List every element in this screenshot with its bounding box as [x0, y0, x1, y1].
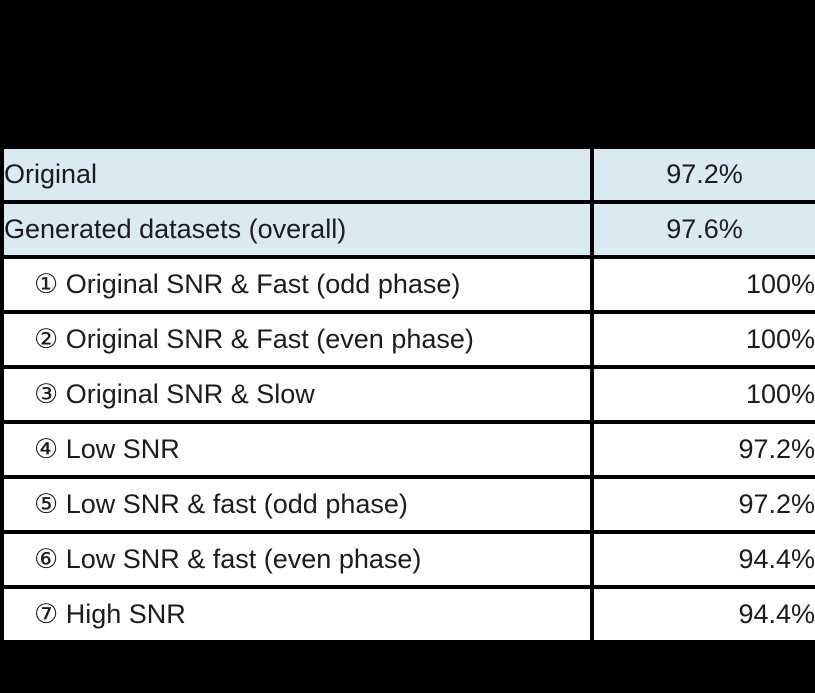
table-row: ① Original SNR & Fast (odd phase) 100% — [0, 255, 815, 314]
row-value: 97.2% — [590, 475, 815, 534]
redacted-header-block — [0, 0, 815, 145]
row-label: Original — [0, 145, 594, 204]
table-row: ② Original SNR & Fast (even phase) 100% — [0, 310, 815, 369]
row-value: 94.4% — [590, 530, 815, 589]
row-value: 100% — [590, 255, 815, 314]
row-label: ① Original SNR & Fast (odd phase) — [0, 255, 594, 314]
footer-bar — [0, 644, 815, 658]
row-value: 100% — [590, 310, 815, 369]
table-row: Original 97.2% — [0, 145, 815, 204]
table-row: ⑥ Low SNR & fast (even phase) 94.4% — [0, 530, 815, 589]
table-row: ④ Low SNR 97.2% — [0, 420, 815, 479]
row-label: ⑤ Low SNR & fast (odd phase) — [0, 475, 594, 534]
results-table-body: Original 97.2% Generated datasets (overa… — [0, 145, 815, 644]
row-value: 97.6% — [590, 200, 815, 259]
row-value: 100% — [590, 365, 815, 424]
table-row: ③ Original SNR & Slow 100% — [0, 365, 815, 424]
table-row: ⑦ High SNR 94.4% — [0, 585, 815, 644]
row-label: ⑦ High SNR — [0, 585, 594, 644]
row-label: Generated datasets (overall) — [0, 200, 594, 259]
row-label: ② Original SNR & Fast (even phase) — [0, 310, 594, 369]
table-row: ⑤ Low SNR & fast (odd phase) 97.2% — [0, 475, 815, 534]
row-value: 97.2% — [590, 145, 815, 204]
row-label: ④ Low SNR — [0, 420, 594, 479]
row-label: ⑥ Low SNR & fast (even phase) — [0, 530, 594, 589]
row-value: 97.2% — [590, 420, 815, 479]
results-table: Original 97.2% Generated datasets (overa… — [0, 145, 815, 644]
row-value: 94.4% — [590, 585, 815, 644]
table-row: Generated datasets (overall) 97.6% — [0, 200, 815, 259]
row-label: ③ Original SNR & Slow — [0, 365, 594, 424]
